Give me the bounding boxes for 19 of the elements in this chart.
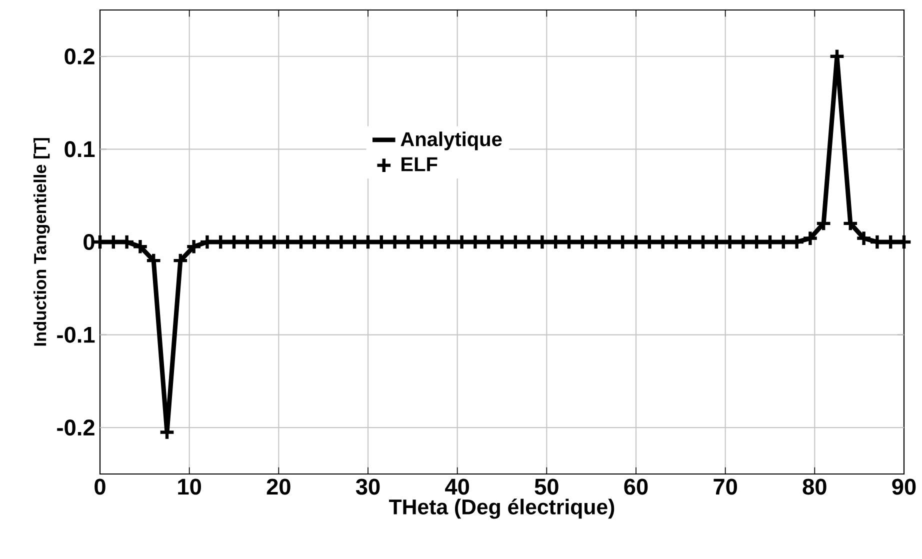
legend-label: Analytique — [400, 132, 502, 150]
y-tick-label: 0.1 — [64, 141, 95, 158]
x-tick-label: 80 — [802, 478, 826, 495]
y-tick-label: -0.2 — [57, 420, 94, 436]
x-tick-label: 20 — [266, 478, 290, 495]
x-tick-label: 10 — [178, 478, 201, 495]
x-tick-label: 70 — [714, 478, 737, 495]
y-tick-label: -0.1 — [57, 326, 95, 343]
x-tick-label: 50 — [534, 478, 558, 495]
x-axis-title: THeta (Deg électrique) — [389, 498, 614, 519]
y-axis-title: Induction Tangentielle [T] — [34, 138, 50, 346]
legend-label: ELF — [402, 157, 438, 172]
x-tick-label: 30 — [356, 478, 380, 495]
x-tick-label: 90 — [892, 478, 916, 495]
x-tick-label: 40 — [445, 478, 469, 495]
x-tick-label: 0 — [94, 478, 106, 495]
y-tick-label: 0.2 — [64, 48, 94, 64]
y-tick-label: 0 — [84, 234, 94, 250]
x-tick-label: 60 — [624, 478, 648, 495]
